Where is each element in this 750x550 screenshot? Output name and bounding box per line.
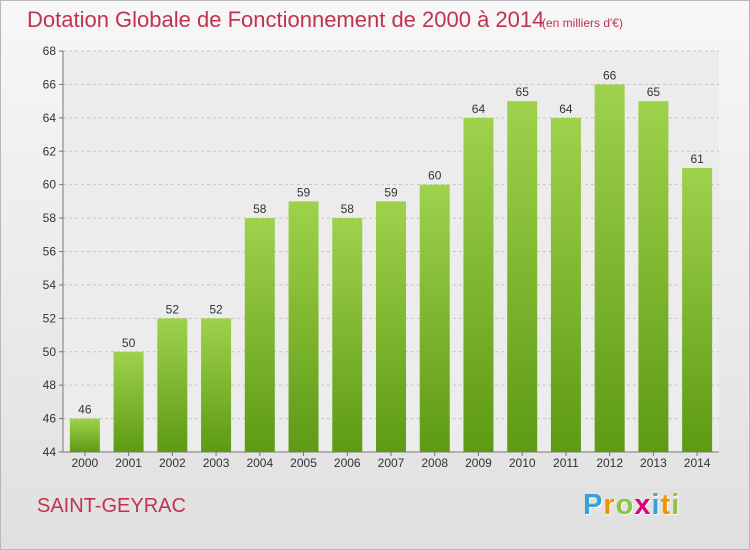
- x-tick-label-2004: 2004: [246, 456, 273, 470]
- x-tick-label-2011: 2011: [553, 456, 579, 470]
- x-tick-label-2000: 2000: [72, 456, 99, 470]
- data-label-2001: 50: [122, 336, 136, 350]
- bar-2009: [463, 117, 494, 452]
- proxiti-logo: Proxiti: [583, 489, 680, 522]
- x-tick-label-2009: 2009: [465, 456, 492, 470]
- data-label-2012: 66: [603, 68, 617, 82]
- y-tick-label: 48: [43, 378, 57, 392]
- bar-2013: [638, 101, 669, 452]
- bar-2011: [550, 117, 581, 452]
- x-tick-label-2013: 2013: [640, 456, 667, 470]
- logo-letter: i: [651, 489, 661, 521]
- chart-unit-label: (en milliers d'€): [542, 16, 623, 30]
- y-tick-label: 66: [43, 77, 57, 91]
- bar-2014: [682, 167, 713, 453]
- bar-2004: [244, 218, 275, 452]
- bar-2012: [594, 84, 625, 453]
- y-tick-label: 50: [43, 345, 57, 359]
- x-tick-label-2002: 2002: [159, 456, 186, 470]
- y-tick-label: 56: [43, 245, 57, 259]
- data-label-2007: 59: [384, 185, 398, 199]
- y-tick-label: 62: [43, 144, 57, 158]
- x-tick-label-2001: 2001: [115, 456, 142, 470]
- x-tick-label-2012: 2012: [596, 456, 623, 470]
- x-tick-label-2005: 2005: [290, 456, 317, 470]
- logo-letter: o: [615, 489, 635, 521]
- x-tick-label-2003: 2003: [203, 456, 230, 470]
- x-tick-label-2007: 2007: [378, 456, 405, 470]
- data-label-2004: 58: [253, 202, 267, 216]
- y-tick-label: 58: [43, 211, 57, 225]
- bar-2007: [376, 201, 406, 452]
- y-tick-label: 44: [43, 445, 57, 459]
- logo-letter: r: [603, 489, 616, 521]
- data-label-2002: 52: [166, 302, 180, 316]
- y-tick-label: 54: [43, 278, 57, 292]
- logo-letter: i: [671, 489, 681, 521]
- y-tick-label: 68: [43, 44, 57, 58]
- bar-2010: [507, 101, 538, 452]
- bar-2001: [113, 351, 144, 452]
- y-tick-label: 60: [43, 178, 57, 192]
- bar-2000: [69, 418, 100, 452]
- bar-2002: [157, 318, 188, 452]
- bar-2006: [332, 218, 363, 452]
- data-label-2006: 58: [341, 202, 355, 216]
- data-label-2005: 59: [297, 185, 311, 199]
- data-label-2000: 46: [78, 403, 92, 417]
- data-label-2011: 64: [559, 102, 573, 116]
- bar-2008: [419, 184, 450, 452]
- logo-letter: P: [583, 489, 604, 521]
- data-label-2010: 65: [516, 85, 530, 99]
- logo-letter: x: [634, 489, 652, 521]
- y-tick-label: 46: [43, 412, 57, 426]
- data-label-2009: 64: [472, 102, 486, 116]
- data-label-2013: 65: [647, 85, 661, 99]
- data-label-2014: 61: [690, 152, 704, 166]
- x-tick-label-2006: 2006: [334, 456, 361, 470]
- bar-2003: [201, 318, 232, 452]
- chart-title: Dotation Globale de Fonctionnement de 20…: [27, 7, 545, 32]
- commune-name: SAINT-GEYRAC: [37, 495, 186, 517]
- x-tick-label-2014: 2014: [684, 456, 711, 470]
- logo-letter: t: [660, 489, 672, 521]
- x-tick-label-2008: 2008: [421, 456, 448, 470]
- y-tick-label: 52: [43, 311, 57, 325]
- y-tick-label: 64: [43, 111, 57, 125]
- x-tick-label-2010: 2010: [509, 456, 536, 470]
- data-label-2003: 52: [209, 302, 223, 316]
- data-label-2008: 60: [428, 169, 442, 183]
- bar-2005: [288, 201, 319, 452]
